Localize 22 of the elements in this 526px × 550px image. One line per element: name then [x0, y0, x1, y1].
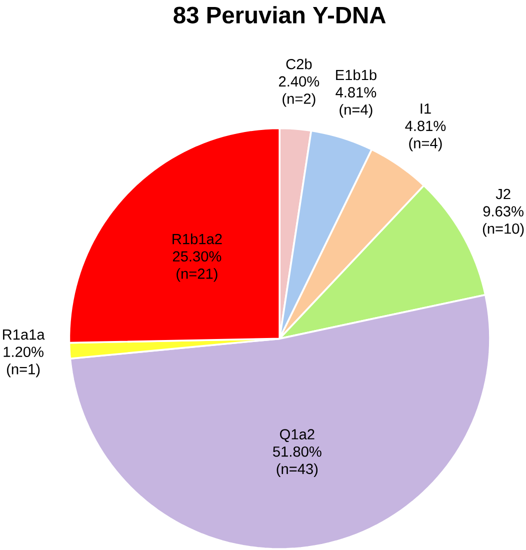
text: (n=43) [276, 463, 318, 477]
text: (n=1) [6, 364, 40, 378]
text: (n=21) [176, 268, 218, 282]
data-label: 4.81% [335, 87, 376, 98]
text: (n=2) [282, 93, 316, 107]
chart-title: 83 Peruvian Y-DNA [173, 6, 386, 24]
text: (n=10) [482, 223, 524, 237]
slice-label: E1b1b [336, 69, 376, 80]
data-label: 25.30% [172, 251, 221, 262]
slice-label: R1b1a2 [172, 234, 222, 244]
data-label: 51.80% [272, 446, 322, 457]
data-label: 2.40% [278, 76, 319, 87]
data-label: 4.81% [404, 120, 446, 132]
slice-label: Q1a2 [280, 429, 314, 442]
slice-label: I1 [420, 104, 431, 114]
slice-label: R1a1a [2, 330, 45, 340]
text: (n=4) [408, 138, 442, 152]
slice-label: C2b [286, 58, 312, 70]
text: (n=4) [339, 104, 372, 118]
data-label: 9.63% [483, 206, 524, 217]
data-label: 1.20% [4, 346, 44, 358]
slice-label: J2 [496, 188, 510, 200]
